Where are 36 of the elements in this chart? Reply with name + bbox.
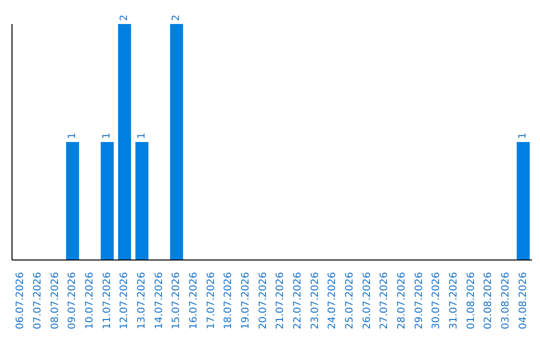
x-tick-label: 28.07.2026 (396, 272, 408, 330)
x-tick-label: 10.07.2026 (84, 272, 96, 330)
data-label: 2 (119, 14, 130, 21)
x-tick-label: 01.08.2026 (466, 272, 477, 330)
x-tick-label: 07.07.2026 (32, 272, 44, 330)
x-tick-label: 25.07.2026 (344, 272, 356, 330)
data-label: 1 (67, 132, 78, 139)
x-tick-label: 22.07.2026 (292, 272, 304, 330)
x-tick-label: 18.07.2026 (223, 272, 234, 330)
x-tick-label: 16.07.2026 (188, 272, 200, 330)
x-tick-label: 17.07.2026 (206, 272, 217, 330)
x-tick-label: 23.07.2026 (310, 272, 321, 330)
x-tick-label: 12.07.2026 (119, 272, 130, 330)
x-tick-label: 08.07.2026 (50, 272, 61, 330)
x-tick-label: 03.08.2026 (500, 272, 512, 330)
x-tick-label: 04.08.2026 (518, 272, 529, 330)
x-tick-label: 26.07.2026 (362, 272, 373, 330)
x-tick-label: 13.07.2026 (136, 272, 148, 330)
x-tick-label: 31.07.2026 (448, 272, 460, 330)
x-tick-label: 14.07.2026 (154, 272, 165, 330)
x-tick-label: 24.07.2026 (327, 272, 338, 330)
data-label: 1 (518, 132, 529, 139)
x-tick-label: 21.07.2026 (275, 272, 286, 330)
x-tick-label: 06.07.2026 (15, 272, 26, 330)
x-tick-label: 09.07.2026 (67, 272, 78, 330)
x-tick-label: 20.07.2026 (258, 272, 269, 330)
x-tick-label: 15.07.2026 (171, 272, 182, 330)
data-label: 2 (171, 14, 182, 21)
x-tick-label: 11.07.2026 (102, 272, 113, 330)
x-tick-label: 19.07.2026 (240, 272, 252, 330)
x-tick-label: 30.07.2026 (431, 272, 442, 330)
data-label: 1 (136, 132, 148, 139)
data-label: 1 (102, 132, 113, 139)
x-tick-label: 02.08.2026 (483, 272, 494, 330)
x-tick-label: 29.07.2026 (414, 272, 425, 330)
x-tick-label: 27.07.2026 (379, 272, 390, 330)
